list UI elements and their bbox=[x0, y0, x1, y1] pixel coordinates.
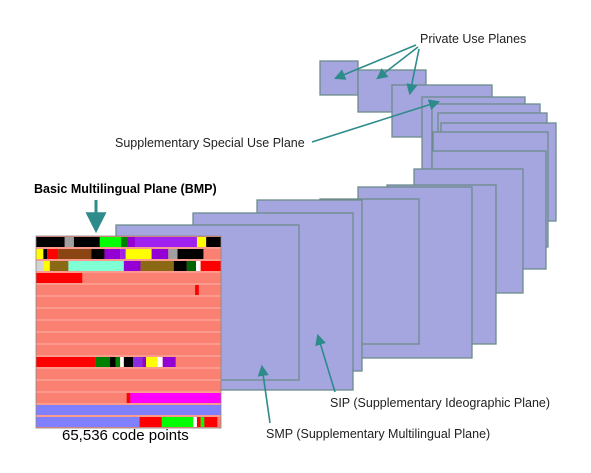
bmp-block-r1-3 bbox=[58, 249, 92, 259]
bmp-block-r0-5 bbox=[127, 237, 135, 247]
bmp-block-r1-2 bbox=[47, 249, 59, 259]
bmp-block-r2-4 bbox=[123, 261, 141, 271]
bmp-block-r13-1 bbox=[126, 393, 131, 403]
bmp-grid bbox=[35, 235, 222, 429]
bmp-block-r10-10 bbox=[162, 357, 176, 367]
bmp-block-r0-2 bbox=[73, 237, 100, 247]
bmp-block-r15-1 bbox=[139, 417, 162, 427]
bmp-block-r15-6 bbox=[204, 417, 218, 427]
plane-1 bbox=[319, 60, 359, 96]
bmp-block-r1-4 bbox=[91, 249, 105, 259]
bmp-block-r3-0 bbox=[36, 273, 83, 283]
bmp-block-r1-9 bbox=[168, 249, 178, 259]
bmp-block-r2-8 bbox=[196, 261, 201, 271]
bmp-block-r1-8 bbox=[151, 249, 169, 259]
bmp-block-r10-7 bbox=[142, 357, 147, 367]
special-use-arrow bbox=[311, 99, 441, 143]
bmp-block-r4-1 bbox=[195, 285, 199, 295]
bmp-block-r14-0 bbox=[36, 405, 221, 415]
bmp-block-r15-0 bbox=[36, 417, 140, 427]
bmp-block-r0-7 bbox=[196, 237, 207, 247]
bmp-block-r10-2 bbox=[110, 357, 116, 367]
smp-label: SMP (Supplementary Multilingual Plane) bbox=[266, 427, 491, 441]
bmp-block-r4-0 bbox=[36, 285, 196, 295]
bmp-block-r2-7 bbox=[186, 261, 197, 271]
bmp-block-r0-1 bbox=[64, 237, 74, 247]
private-use-arrow-1 bbox=[333, 44, 417, 80]
smp-arrow bbox=[257, 364, 271, 424]
bmp-block-r1-10 bbox=[177, 249, 204, 259]
sip-arrow bbox=[315, 333, 336, 393]
bmp-block-r10-8 bbox=[146, 357, 158, 367]
bmp-block-r0-3 bbox=[99, 237, 122, 247]
bmp-block-r2-2 bbox=[49, 261, 69, 271]
bmp-block-r2-5 bbox=[140, 261, 174, 271]
supplementary-special-use-plane-label: Supplementary Special Use Plane bbox=[115, 136, 305, 150]
bmp-block-r1-1 bbox=[43, 249, 48, 259]
bmp-block-r0-6 bbox=[134, 237, 197, 247]
bmp-border bbox=[35, 235, 222, 429]
bmp-block-r15-5 bbox=[200, 417, 205, 427]
bmp-block-r13-2 bbox=[130, 393, 221, 403]
bmp-block-r2-0 bbox=[36, 261, 44, 271]
private-use-arrow-3 bbox=[406, 48, 420, 96]
bmp-block-r1-0 bbox=[36, 249, 44, 259]
arrows bbox=[85, 44, 441, 424]
bmp-block-r10-9 bbox=[157, 357, 163, 367]
bmp-block-r1-6 bbox=[120, 249, 126, 259]
bmp-block-r10-1 bbox=[95, 357, 110, 367]
plane-stack bbox=[115, 60, 557, 391]
bmp-block-r15-4 bbox=[196, 417, 201, 427]
bmp-block-r2-6 bbox=[173, 261, 187, 271]
bmp-block-r10-0 bbox=[36, 357, 96, 367]
bmp-block-r0-0 bbox=[36, 237, 65, 247]
private-use-planes-label: Private Use Planes bbox=[420, 32, 527, 46]
bmp-block-r2-9 bbox=[200, 261, 221, 271]
bmp-block-r1-5 bbox=[104, 249, 121, 259]
bmp-block-r10-6 bbox=[133, 357, 143, 367]
bmp-block-r1-7 bbox=[125, 249, 152, 259]
bmp-block-r0-4 bbox=[121, 237, 128, 247]
private-use-arrow-2 bbox=[376, 46, 419, 80]
bmp-block-r2-3 bbox=[68, 261, 124, 271]
bmp-block-r10-4 bbox=[120, 357, 124, 367]
bmp-block-r0-8 bbox=[206, 237, 221, 247]
bmp-block-r13-0 bbox=[36, 393, 127, 403]
bmp-block-r10-5 bbox=[123, 357, 134, 367]
bmp-block-r15-2 bbox=[161, 417, 194, 427]
bmp-block-r10-3 bbox=[115, 357, 121, 367]
bmp-block-r15-3 bbox=[193, 417, 197, 427]
sip-label: SIP (Supplementary Ideographic Plane) bbox=[330, 396, 551, 410]
code-points-label: 65,536 code points bbox=[62, 427, 189, 444]
bmp-label: Basic Multilingual Plane (BMP) bbox=[34, 182, 217, 196]
bmp-block-r2-1 bbox=[43, 261, 50, 271]
